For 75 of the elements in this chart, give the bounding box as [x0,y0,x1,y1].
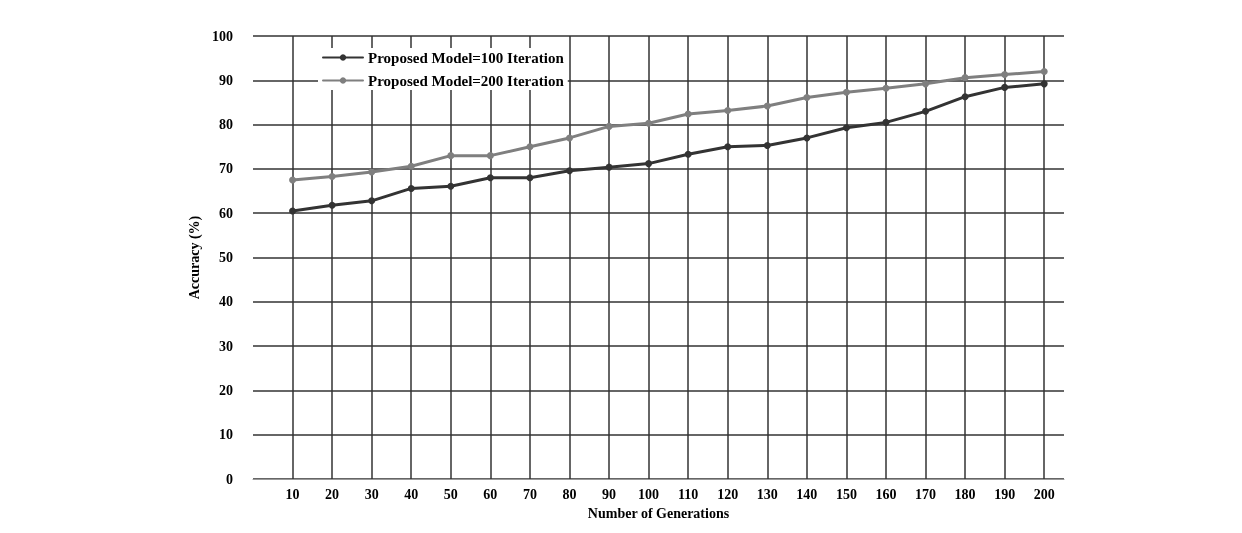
x-tick-label: 100 [638,486,660,502]
point [882,118,890,126]
y-tick-label: 40 [219,294,233,310]
x-tick-label: 10 [285,486,300,502]
point [447,152,455,160]
point [645,160,653,168]
point [526,143,534,151]
x-tick-label: 190 [994,486,1016,502]
point [724,106,732,114]
x-tick-label: 80 [562,486,577,502]
point [724,143,732,151]
point [526,174,534,182]
point [486,152,494,160]
point [368,168,376,176]
x-tick-label: 30 [364,486,379,502]
y-tick-label: 90 [219,72,233,88]
x-tick-label: 140 [796,486,818,502]
x-tick-label: 50 [443,486,458,502]
point [763,141,771,149]
x-axis-title: Number of Generations [587,505,730,521]
point [842,88,850,96]
x-tick-label: 20 [325,486,340,502]
point [328,201,336,209]
point [803,134,811,142]
x-tick-label: 180 [954,486,976,502]
x-tick-label: 40 [404,486,419,502]
legend-label: Proposed Model=200 Iteration [368,72,565,89]
point [486,174,494,182]
x-tick-label: 60 [483,486,498,502]
point [1040,67,1048,75]
x-tick-label: 90 [602,486,617,502]
point [407,162,415,170]
y-tick-label: 30 [219,338,233,354]
point [645,119,653,127]
point [763,102,771,110]
x-tick-label: 120 [717,486,739,502]
point [922,107,930,115]
point [447,182,455,190]
y-tick-label: 10 [219,427,233,443]
y-tick-label: 20 [219,382,233,398]
point [842,124,850,132]
point [961,93,969,101]
point [605,122,613,130]
point [1001,71,1009,79]
point [289,176,297,184]
legend-label: Proposed Model=100 Iteration [368,49,565,66]
y-tick-label: 60 [219,205,233,221]
point [1040,80,1048,88]
y-tick-label: 100 [212,28,233,44]
y-tick-label: 80 [219,117,233,133]
point [922,80,930,88]
x-tick-label: 70 [522,486,537,502]
point [961,74,969,82]
point [882,84,890,92]
x-tick-label: 130 [756,486,778,502]
point [565,134,573,142]
x-tick-label: 170 [915,486,937,502]
y-tick-label: 50 [219,250,233,266]
x-tick-label: 200 [1033,486,1055,502]
point [1001,83,1009,91]
y-axis-title: Accuracy (%) [186,215,203,300]
x-tick-label: 110 [678,486,699,502]
point [605,163,613,171]
point [368,197,376,205]
point [684,150,692,158]
y-tick-label: 70 [219,161,233,177]
y-tick-label: 0 [226,471,233,487]
point [328,172,336,180]
point [565,167,573,175]
point [289,207,297,215]
point [684,110,692,118]
point [803,94,811,102]
x-tick-label: 160 [875,486,897,502]
x-tick-label: 150 [835,486,857,502]
point [407,184,415,192]
